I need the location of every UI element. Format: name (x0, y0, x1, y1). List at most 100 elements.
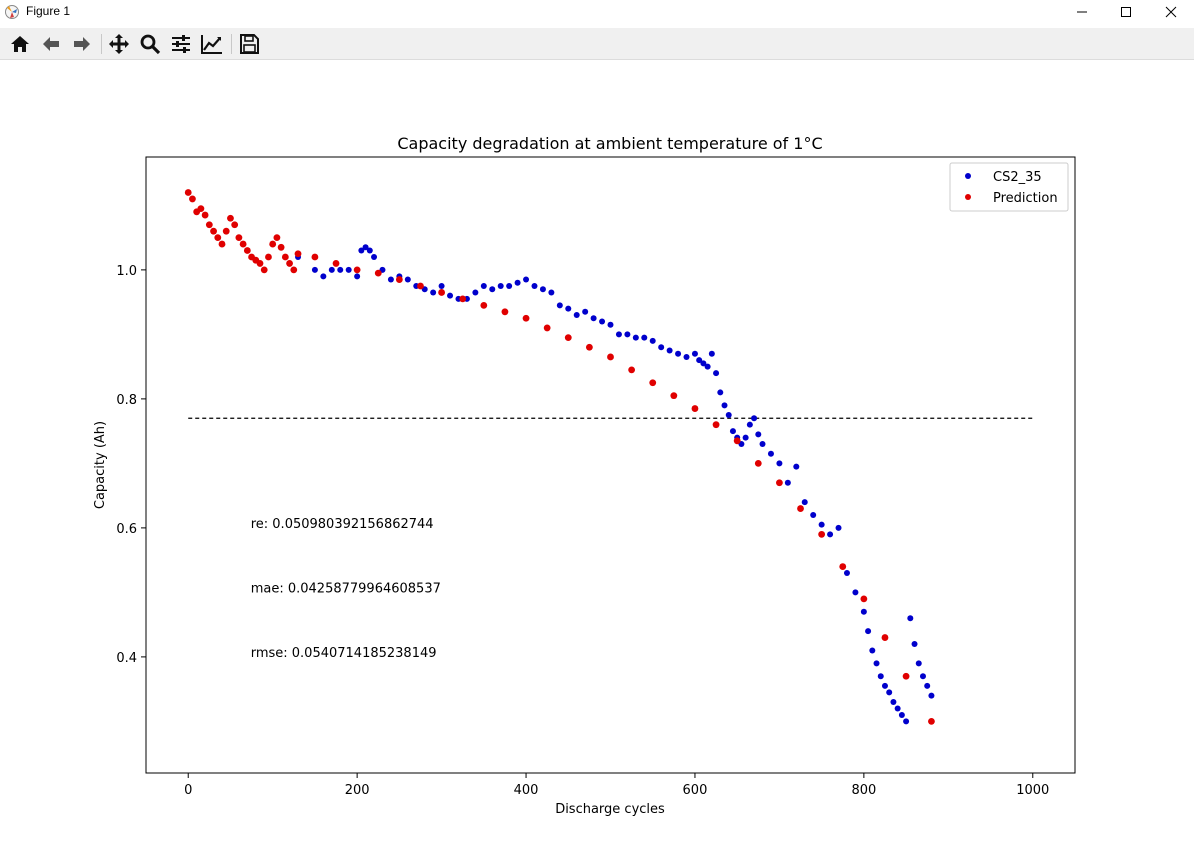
data-point (818, 530, 826, 538)
data-point (881, 682, 888, 689)
navigation-toolbar (0, 28, 1194, 60)
zoom-button[interactable] (136, 30, 164, 58)
data-point (869, 647, 876, 654)
data-point (320, 273, 327, 280)
subplots-button[interactable] (167, 30, 195, 58)
data-point (928, 692, 935, 699)
data-point (835, 524, 842, 531)
data-point (628, 366, 636, 374)
toolbar-separator (231, 34, 232, 54)
data-point (523, 276, 530, 283)
data-point (666, 347, 673, 354)
close-button[interactable] (1148, 0, 1194, 24)
data-point (649, 379, 657, 387)
data-point (881, 634, 889, 641)
legend-marker (965, 194, 971, 200)
data-point (205, 221, 213, 229)
forward-button[interactable] (68, 30, 96, 58)
data-point (615, 331, 622, 338)
data-point (903, 718, 910, 725)
data-point (438, 289, 445, 296)
data-point (801, 499, 808, 506)
data-point (886, 689, 893, 696)
data-point (201, 211, 209, 219)
data-point (214, 234, 222, 242)
data-point (683, 353, 690, 360)
data-point (696, 357, 703, 364)
save-button[interactable] (235, 30, 263, 58)
series-prediction (184, 189, 935, 725)
y-tick-label: 1.0 (116, 264, 137, 279)
data-point (729, 428, 736, 435)
metric-annotation: rmse: 0.0540714185238149 (251, 646, 437, 661)
pan-button[interactable] (105, 30, 133, 58)
data-point (417, 282, 424, 290)
data-point (353, 266, 361, 274)
data-point (497, 283, 504, 290)
data-point (565, 305, 572, 312)
data-point (543, 324, 551, 332)
y-tick-label: 0.6 (116, 522, 137, 537)
data-point (607, 321, 614, 328)
data-point (227, 214, 234, 222)
data-point (556, 302, 563, 309)
data-point (311, 266, 318, 273)
data-point (260, 266, 268, 274)
save-icon (240, 34, 259, 54)
x-tick-label: 400 (514, 783, 539, 798)
data-point (607, 353, 614, 361)
data-point (218, 240, 226, 248)
data-point (290, 266, 298, 274)
data-point (877, 673, 884, 680)
legend-label: Prediction (993, 191, 1058, 206)
y-tick-label: 0.4 (116, 651, 137, 666)
data-point (725, 412, 732, 419)
data-point (751, 415, 758, 422)
data-point (480, 283, 487, 290)
data-point (691, 405, 699, 412)
data-point (675, 350, 682, 357)
minimize-button[interactable] (1059, 0, 1105, 24)
data-point (843, 570, 850, 577)
data-point (332, 260, 340, 267)
data-point (210, 227, 217, 235)
x-axis-label: Discharge cycles (555, 802, 665, 817)
legend-box (949, 162, 1069, 212)
data-point (197, 205, 205, 213)
data-point (294, 250, 302, 258)
back-button[interactable] (37, 30, 65, 58)
data-point (539, 286, 546, 293)
matplotlib-app-icon (5, 5, 19, 19)
data-point (395, 276, 403, 283)
data-point (649, 337, 656, 344)
data-point (548, 289, 555, 296)
edit-axis-button[interactable] (198, 30, 226, 58)
data-point (480, 301, 488, 309)
legend-marker (965, 173, 971, 179)
data-point (404, 276, 411, 283)
data-point (235, 234, 243, 242)
data-point (506, 283, 513, 290)
forward-arrow-icon (74, 37, 90, 51)
data-point (328, 266, 335, 273)
data-point (754, 459, 762, 467)
data-point (265, 253, 272, 261)
data-point (358, 247, 365, 254)
x-tick-label: 1000 (1016, 783, 1049, 798)
home-button[interactable] (6, 30, 34, 58)
data-point (564, 334, 572, 342)
toolbar-separator (101, 34, 102, 54)
chart-title: Capacity degradation at ambient temperat… (397, 134, 822, 153)
data-point (890, 699, 897, 706)
data-point (522, 314, 530, 322)
data-point (818, 521, 825, 528)
data-point (759, 441, 766, 448)
data-point (658, 344, 665, 351)
data-point (911, 640, 918, 647)
data-point (582, 308, 589, 315)
data-point (919, 673, 926, 680)
maximize-button[interactable] (1103, 0, 1149, 24)
data-point (459, 295, 467, 303)
data-point (865, 628, 872, 635)
data-point (243, 247, 251, 254)
